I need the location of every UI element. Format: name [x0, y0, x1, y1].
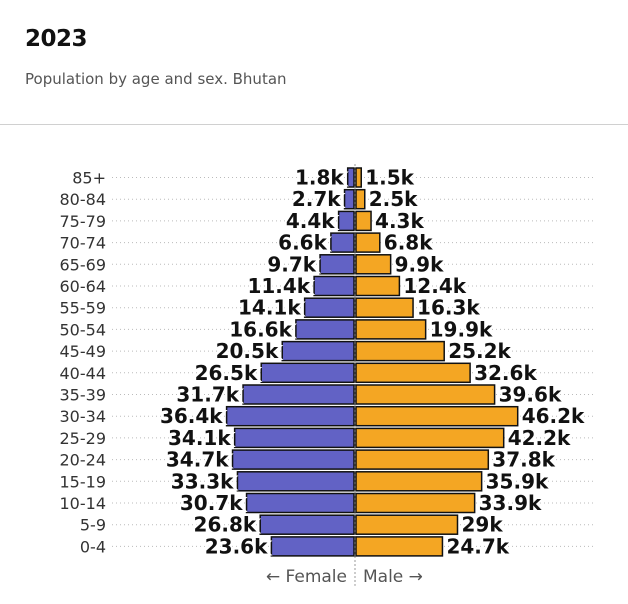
male-bar: [355, 319, 427, 340]
age-group-label: 75-79: [60, 212, 107, 231]
female-bar: [270, 536, 355, 557]
female-bar: [236, 471, 355, 492]
female-value-label: 9.7k: [267, 252, 316, 276]
female-value-label: 26.8k: [194, 513, 257, 537]
female-bar: [231, 449, 355, 470]
age-group-label: 10-14: [60, 494, 107, 513]
female-value-label: 2.7k: [292, 187, 341, 211]
female-bar: [337, 210, 355, 232]
age-group-label: 80-84: [60, 190, 107, 209]
female-bar: [295, 319, 355, 340]
male-value-label: 42.2k: [508, 426, 571, 450]
female-value-label: 11.4k: [247, 274, 310, 298]
male-bar: [355, 405, 519, 427]
female-value-label: 31.7k: [176, 383, 239, 407]
male-bar: [355, 427, 505, 449]
male-value-label: 29k: [462, 513, 504, 537]
female-value-label: 23.6k: [205, 534, 268, 558]
female-bar: [319, 254, 355, 275]
female-bar: [245, 492, 355, 514]
male-value-label: 33.9k: [479, 491, 542, 515]
female-bar: [225, 405, 355, 427]
age-group-label: 5-9: [80, 516, 106, 535]
female-axis-caption: ← Female: [266, 567, 347, 587]
female-bar: [281, 340, 355, 362]
male-value-label: 9.9k: [395, 252, 444, 276]
male-value-label: 37.8k: [492, 448, 555, 472]
male-bar: [355, 514, 459, 535]
female-value-label: 34.7k: [166, 448, 229, 472]
male-value-label: 1.5k: [365, 166, 414, 190]
female-value-label: 14.1k: [238, 296, 301, 320]
female-value-label: 26.5k: [195, 361, 258, 385]
male-value-label: 4.3k: [375, 209, 424, 233]
male-value-label: 24.7k: [446, 534, 509, 558]
male-bar: [355, 297, 414, 318]
male-bar: [355, 384, 496, 405]
male-bar: [355, 188, 366, 210]
age-group-label: 60-64: [60, 277, 107, 296]
age-group-label: 45-49: [60, 342, 107, 361]
age-group-label: 15-19: [60, 472, 107, 491]
age-group-label: 40-44: [60, 364, 107, 383]
male-bar: [355, 232, 381, 253]
female-bar: [303, 297, 355, 318]
age-group-label: 65-69: [60, 255, 107, 274]
male-value-label: 12.4k: [403, 274, 466, 298]
age-group-label: 85+: [72, 169, 106, 188]
female-value-label: 16.6k: [229, 317, 292, 341]
header-divider: [0, 124, 628, 125]
male-value-label: 39.6k: [499, 383, 562, 407]
female-value-label: 30.7k: [180, 491, 243, 515]
age-group-label: 50-54: [60, 320, 107, 339]
male-value-label: 16.3k: [417, 296, 480, 320]
female-value-label: 34.1k: [168, 426, 231, 450]
age-group-label: 20-24: [60, 451, 107, 470]
female-value-label: 36.4k: [160, 404, 223, 428]
female-value-label: 6.6k: [278, 231, 327, 255]
male-value-label: 35.9k: [486, 469, 549, 493]
female-bar: [242, 384, 355, 405]
male-bar: [355, 492, 476, 514]
chart-title: 2023: [25, 26, 88, 52]
male-value-label: 19.9k: [430, 317, 493, 341]
age-group-label: 55-59: [60, 299, 107, 318]
female-bar: [260, 362, 355, 384]
age-group-label: 25-29: [60, 429, 107, 448]
female-value-label: 20.5k: [216, 339, 279, 363]
male-value-label: 46.2k: [522, 404, 585, 428]
female-bar: [343, 188, 355, 210]
male-bar: [355, 340, 445, 362]
male-value-label: 25.2k: [448, 339, 511, 363]
chart-subtitle: Population by age and sex. Bhutan: [25, 70, 287, 88]
female-bar: [259, 514, 355, 535]
male-bar: [355, 449, 490, 470]
male-bar: [355, 254, 392, 275]
male-value-label: 2.5k: [369, 187, 418, 211]
female-value-label: 1.8k: [295, 166, 344, 190]
male-bar: [355, 471, 483, 492]
male-axis-caption: Male →: [363, 567, 423, 587]
female-bar: [330, 232, 355, 253]
male-bar: [355, 362, 471, 384]
male-value-label: 32.6k: [474, 361, 537, 385]
age-group-label: 70-74: [60, 234, 107, 253]
male-bar: [355, 167, 362, 188]
female-value-label: 4.4k: [286, 209, 335, 233]
male-bar: [355, 210, 372, 232]
age-group-label: 35-39: [60, 386, 107, 405]
female-bar: [346, 167, 355, 188]
male-bar: [355, 536, 444, 557]
age-group-label: 0-4: [80, 537, 106, 556]
age-group-label: 30-34: [60, 407, 107, 426]
female-bar: [313, 275, 355, 297]
female-value-label: 33.3k: [171, 469, 234, 493]
male-value-label: 6.8k: [384, 231, 433, 255]
male-bar: [355, 275, 401, 297]
female-bar: [233, 427, 355, 449]
